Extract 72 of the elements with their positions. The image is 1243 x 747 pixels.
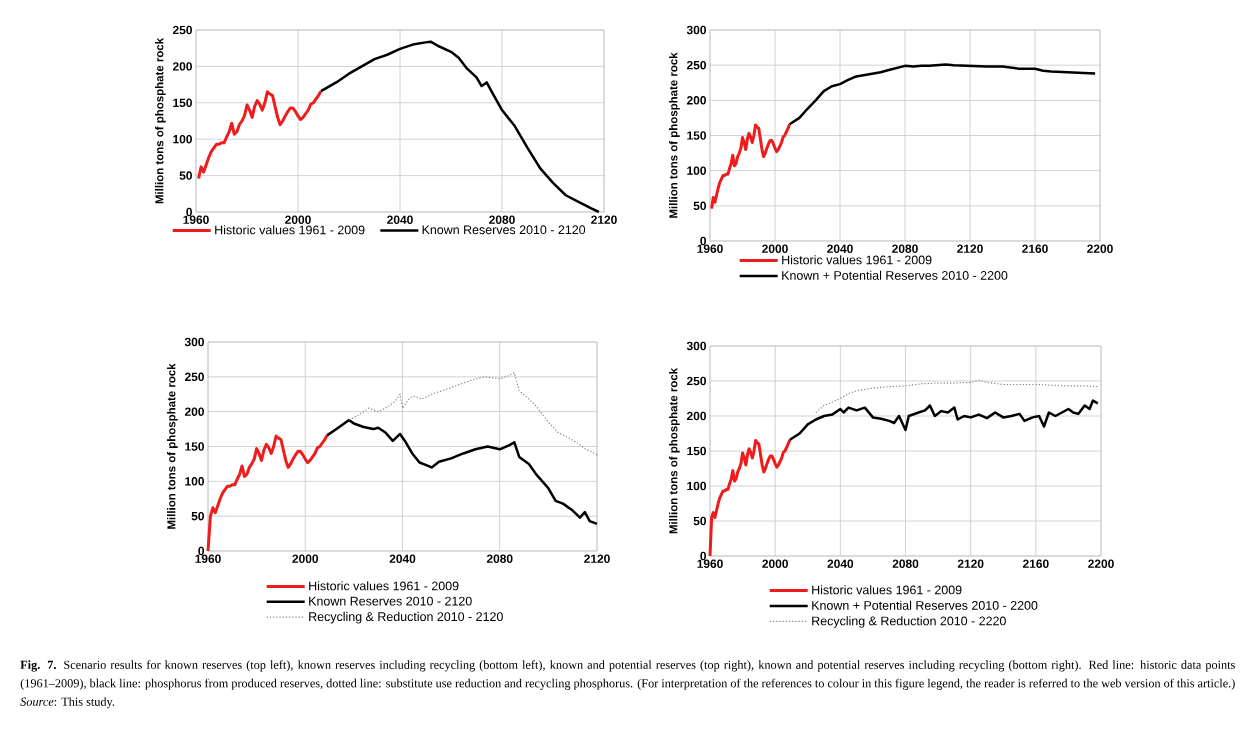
- x-tick-label: 2000: [285, 215, 311, 224]
- x-tick-label: 2120: [584, 554, 610, 563]
- y-tick-label: 200: [172, 62, 192, 71]
- x-tick-label: 2080: [489, 215, 515, 224]
- x-tick-label: 2040: [827, 559, 854, 568]
- y-axis-title: Million tons of phosphate rock: [167, 363, 178, 529]
- legend-label: Historic values 1961 - 2009: [215, 225, 365, 235]
- line-series: [319, 40, 601, 214]
- x-tick-label: 2200: [1088, 559, 1114, 568]
- line-series: [348, 372, 598, 456]
- y-tick-label: 150: [173, 98, 192, 108]
- legend-label: Recycling & Reduction 2010 - 2120: [309, 611, 503, 624]
- x-tick-label: 2040: [389, 554, 416, 563]
- x-tick-label: 1960: [697, 559, 723, 568]
- y-axis-title: Million tons of phosphate rock: [669, 52, 680, 218]
- legend-label: Known + Potential Reserves 2010 - 2200: [812, 600, 1038, 610]
- line-series: [197, 89, 323, 181]
- y-tick-label: 200: [686, 411, 706, 421]
- y-tick-label: 0: [700, 236, 706, 246]
- y-tick-label: 100: [173, 134, 192, 144]
- y-tick-label: 50: [693, 516, 706, 526]
- y-tick-label: 0: [700, 551, 706, 561]
- x-tick-label: 1960: [183, 215, 209, 224]
- x-tick-label: 2080: [486, 554, 513, 563]
- y-tick-label: 150: [687, 446, 706, 456]
- y-tick-label: 100: [687, 166, 706, 175]
- y-tick-label: 0: [198, 546, 204, 556]
- y-tick-label: 300: [686, 341, 706, 351]
- x-tick-label: 2160: [1022, 244, 1048, 253]
- y-tick-label: 100: [185, 477, 204, 486]
- legend-label: Known Reserves 2010 - 2120: [309, 596, 472, 606]
- y-tick-label: 200: [184, 407, 204, 416]
- x-tick-label: 2200: [1087, 244, 1113, 253]
- y-tick-label: 0: [186, 207, 192, 217]
- x-tick-label: 2120: [957, 559, 984, 568]
- x-tick-label: 2160: [1022, 559, 1049, 568]
- y-axis-title: Million tons of phosphate rock: [669, 367, 680, 534]
- y-tick-label: 50: [179, 171, 192, 180]
- line-series: [325, 418, 599, 526]
- x-tick-label: 2040: [827, 244, 853, 253]
- x-tick-label: 2120: [957, 244, 983, 253]
- y-tick-label: 50: [191, 511, 204, 521]
- y-tick-label: 50: [693, 201, 706, 211]
- y-tick-label: 300: [686, 25, 706, 35]
- legend-label: Historic values 1961 - 2009: [782, 255, 932, 265]
- x-tick-label: 2000: [762, 559, 788, 568]
- y-tick-label: 250: [172, 25, 192, 35]
- y-tick-label: 300: [184, 337, 204, 347]
- x-tick-label: 2000: [292, 554, 319, 563]
- legend-label: Historic values 1961 - 2009: [309, 581, 459, 591]
- legend-label: Known Reserves 2010 - 2120: [422, 225, 586, 235]
- y-tick-label: 250: [686, 60, 706, 70]
- y-tick-label: 100: [687, 481, 706, 491]
- x-tick-label: 2000: [762, 244, 788, 253]
- y-tick-label: 200: [686, 96, 706, 105]
- y-tick-label: 250: [184, 372, 204, 382]
- x-tick-label: 2080: [892, 244, 918, 253]
- text: Source: This study.: [20, 697, 115, 709]
- x-tick-label: 2040: [387, 215, 413, 224]
- x-tick-label: 2080: [892, 559, 919, 568]
- x-tick-label: 1960: [697, 244, 723, 253]
- x-tick-label: 2120: [591, 215, 617, 224]
- y-tick-label: 250: [686, 376, 706, 386]
- text: Fig. 7. Scenario results for known reserves (top left), known reserves including recycling (bottom left), known and potential reserves (top right), known and potential reserves including recycling (bottom right). Red line: historic data points (1961–2009), black line: phosphorus from produced reserves, dotted line: substitute use reduction and recycling phosphorus. (For interpretation of the references to colour in this figure legend, the reader is referred to the web version of this article.): [20, 660, 1235, 690]
- legend-label: Recycling & Reduction 2010 - 2220: [812, 616, 1006, 628]
- x-tick-label: 1960: [195, 554, 221, 563]
- y-tick-label: 150: [185, 442, 204, 451]
- legend-label: Historic values 1961 - 2009: [812, 585, 962, 595]
- y-tick-label: 150: [687, 131, 706, 140]
- y-axis-title: Million tons of phosphate rock: [155, 37, 166, 204]
- line-series: [788, 399, 1099, 442]
- legend-label: Known + Potential Reserves 2010 - 2200: [782, 270, 1008, 280]
